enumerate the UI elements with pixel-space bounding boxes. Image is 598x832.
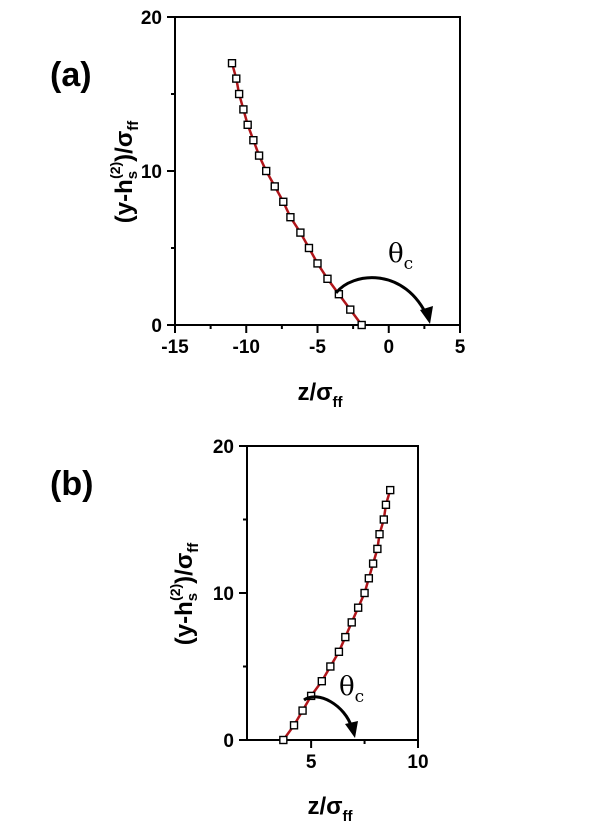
axes-a: -15 -10 -5 0 5 0 10 20 — [141, 8, 466, 358]
data-point-a — [232, 74, 241, 83]
x-tick-label-b: 5 — [306, 752, 317, 773]
y-tick-label-a: 10 — [141, 162, 162, 183]
data-point-b — [279, 735, 288, 745]
y-tick-label-b: 0 — [223, 731, 234, 752]
data-point-a — [323, 274, 332, 283]
plot-area-a — [227, 59, 366, 330]
fit-curve-b — [282, 489, 392, 741]
data-point-b — [353, 603, 363, 612]
data-point-b — [298, 706, 307, 715]
data-point-a — [270, 182, 279, 191]
data-point-b — [381, 500, 391, 509]
axes-b: 5 10 0 10 20 — [213, 437, 429, 773]
x-axis-title-a: z/σff — [297, 379, 343, 411]
x-axis-title-b: z/σff — [307, 793, 353, 825]
data-point-b — [368, 559, 378, 568]
data-point-a — [357, 320, 366, 330]
contact-angle-arc-a — [334, 276, 430, 319]
y-tick-label-a: 0 — [151, 316, 162, 337]
y-tick-label-a: 20 — [141, 8, 162, 29]
contact-angle-annotation-b: θc — [303, 672, 364, 738]
x-tick-label-b: 10 — [407, 752, 428, 773]
panel-label-a: (a) — [50, 56, 92, 94]
plot-frame-a — [174, 16, 461, 326]
data-point-b — [386, 485, 395, 495]
y-tick-label-b: 20 — [213, 437, 234, 458]
data-point-b — [289, 721, 299, 730]
data-point-b — [375, 530, 384, 539]
data-point-b — [326, 662, 335, 671]
data-point-a — [243, 120, 252, 130]
data-point-b — [347, 618, 356, 627]
x-tick-label-a: -5 — [309, 337, 326, 358]
panel-b: (b) (y-hs(2))/σff 5 10 0 10 20 z/σff θc — [50, 437, 429, 825]
data-point-a — [239, 105, 248, 114]
data-point-b — [334, 647, 344, 656]
x-tick-label-a: -15 — [161, 337, 189, 358]
data-point-a — [304, 243, 314, 253]
contact-angle-annotation-a: θc — [334, 239, 433, 324]
y-axis-title-a: (y-hs(2))/σff — [107, 120, 142, 224]
data-point-a — [279, 197, 288, 207]
x-tick-label-a: 0 — [383, 337, 394, 358]
data-point-a — [346, 305, 355, 314]
data-point-a — [262, 166, 271, 176]
data-point-a — [249, 135, 258, 145]
theta-label-a: θc — [388, 239, 413, 274]
y-axis-title-b: (y-hs(2))/σff — [167, 542, 202, 646]
theta-label-b: θc — [339, 672, 364, 707]
data-point-a — [286, 212, 295, 222]
data-point-a — [254, 151, 264, 160]
panel-label-b: (b) — [50, 465, 93, 503]
data-point-a — [296, 228, 305, 237]
contact-angle-arrowhead-a — [420, 306, 433, 324]
x-tick-label-a: -10 — [233, 337, 260, 358]
contact-angle-arc-b — [303, 695, 354, 729]
y-tick-label-b: 10 — [213, 584, 234, 605]
data-point-b — [341, 632, 350, 642]
contact-angle-arrowhead-b — [345, 721, 358, 738]
data-point-a — [313, 259, 322, 268]
data-point-b — [360, 588, 369, 598]
data-point-b — [373, 544, 382, 554]
data-point-b — [364, 574, 374, 583]
data-point-a — [234, 89, 244, 99]
data-point-b — [317, 677, 327, 686]
data-point-a — [227, 59, 237, 68]
x-tick-label-a: 5 — [455, 337, 466, 358]
data-point-b — [379, 515, 388, 524]
